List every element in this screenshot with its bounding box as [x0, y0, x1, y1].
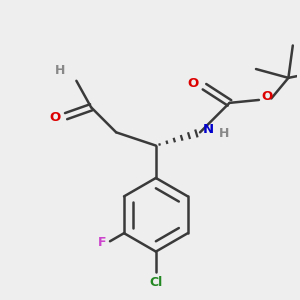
Text: N: N	[203, 124, 214, 136]
Text: Cl: Cl	[149, 276, 163, 289]
Text: H: H	[219, 127, 230, 140]
Text: H: H	[55, 64, 65, 77]
Text: O: O	[188, 77, 199, 90]
Text: F: F	[98, 236, 106, 249]
Text: O: O	[262, 91, 273, 103]
Text: O: O	[49, 111, 61, 124]
